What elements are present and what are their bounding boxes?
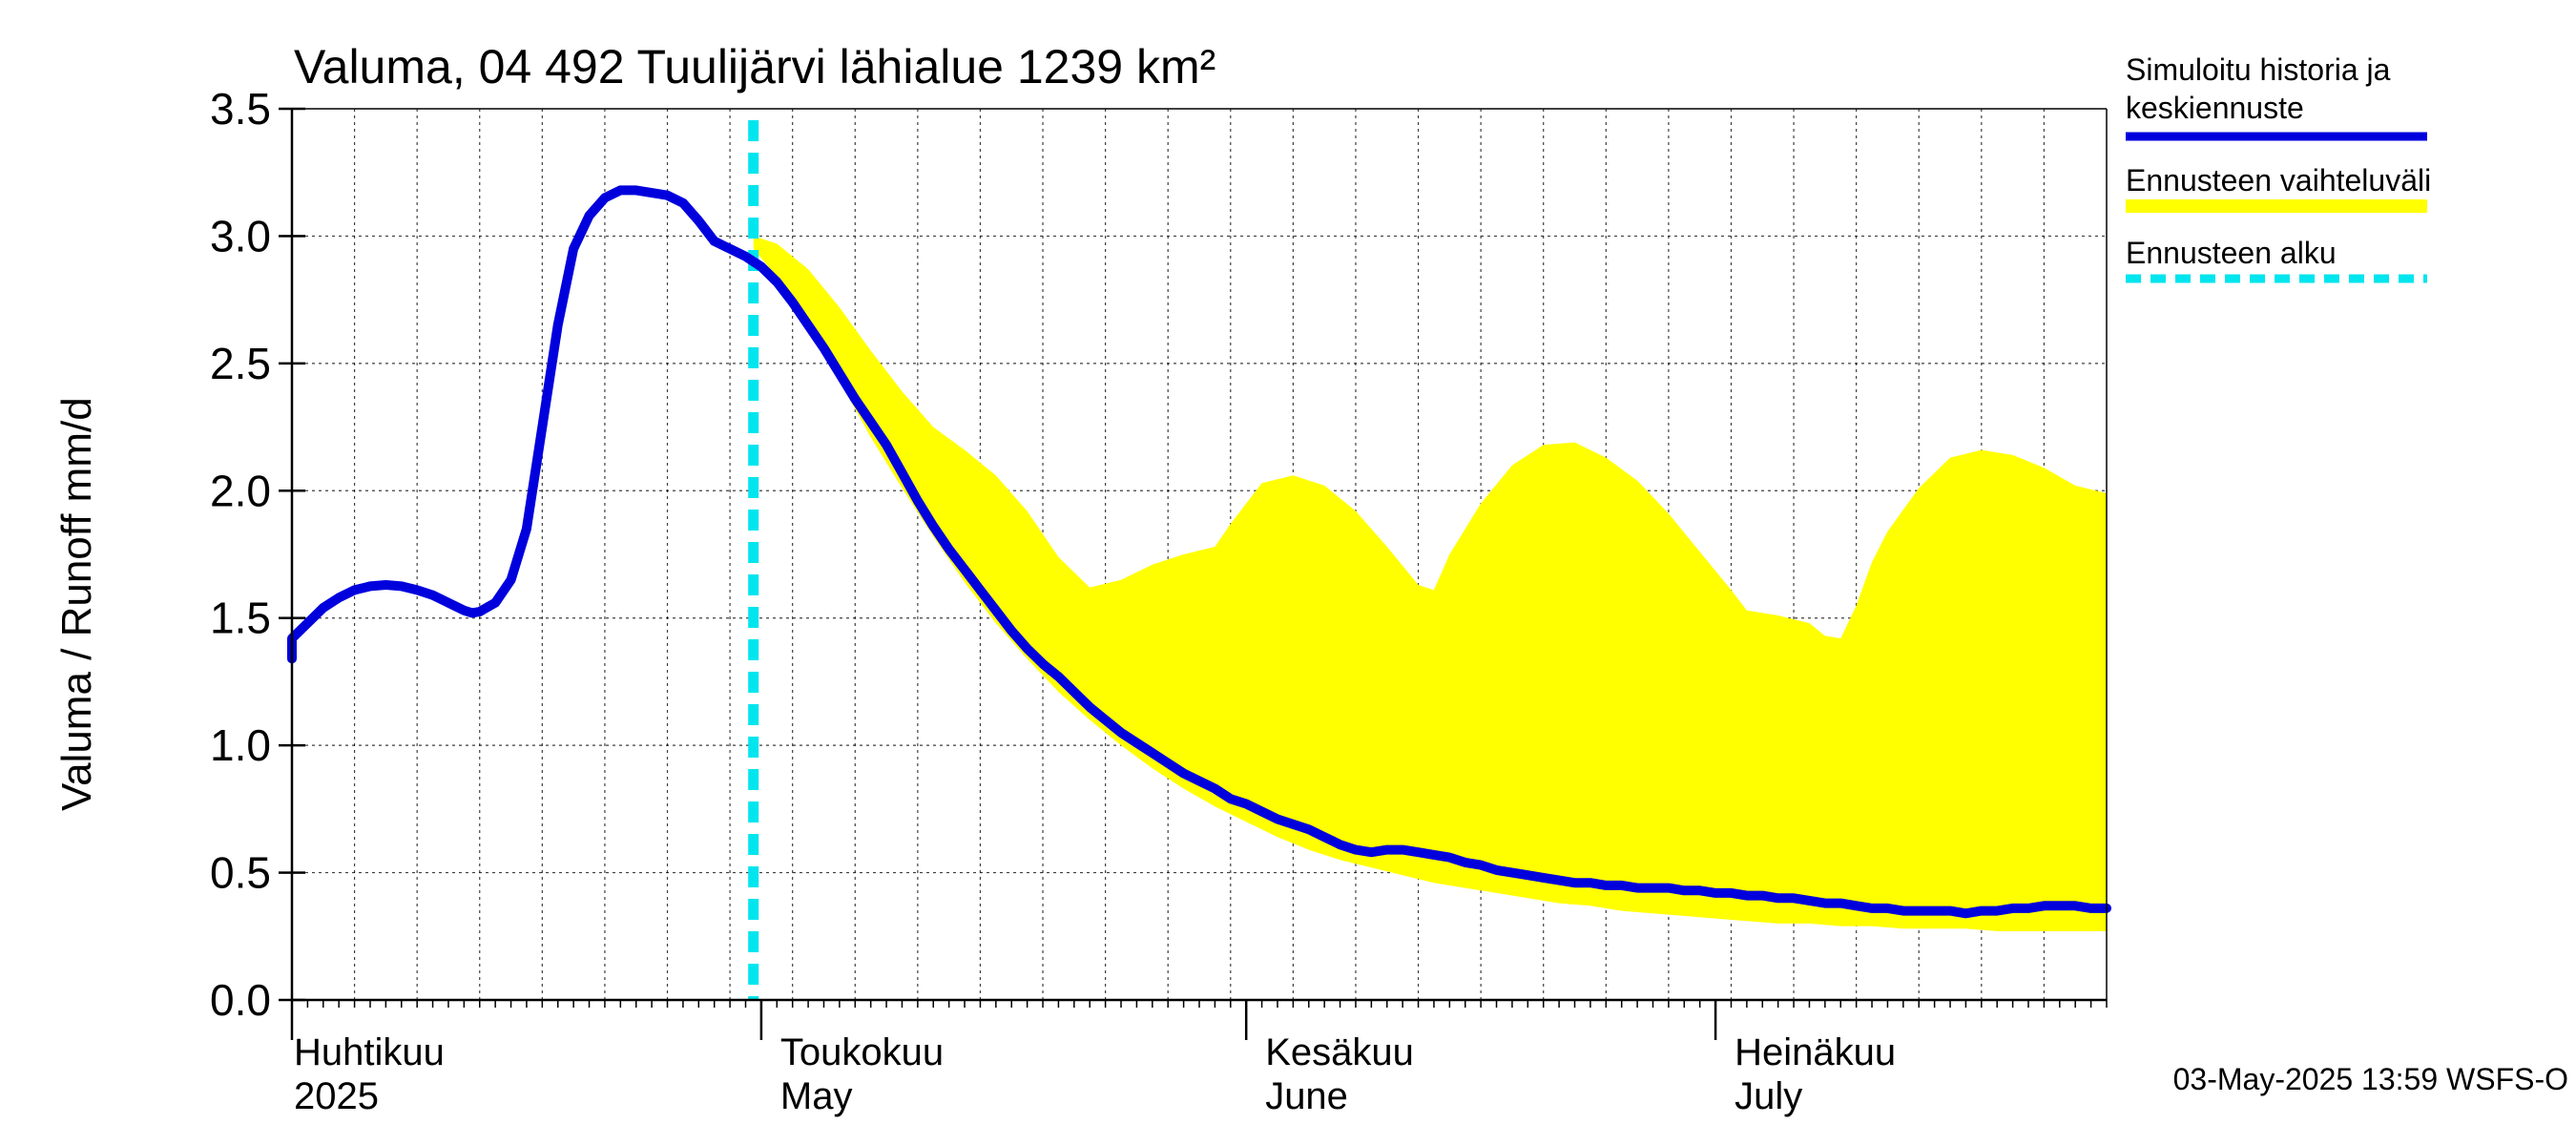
y-tick-label: 2.5 (210, 339, 271, 388)
x-month-label: Heinäkuu (1735, 1031, 1896, 1073)
y-axis-ticks: 0.0 0.5 1.0 1.5 2.0 2.5 3.0 3.5 (210, 84, 305, 1025)
x-month-sublabel: June (1265, 1075, 1348, 1117)
legend-label: Simuloitu historia ja (2126, 52, 2391, 87)
x-month-label: Toukokuu (780, 1031, 944, 1073)
y-axis-title: Valuma / Runoff mm/d (53, 397, 100, 811)
y-tick-label: 0.5 (210, 848, 271, 898)
y-tick-label: 0.0 (210, 975, 271, 1025)
y-tick-label: 2.0 (210, 466, 271, 515)
forecast-range-band (753, 236, 2108, 931)
legend-label: Ennusteen vaihteluväli (2126, 163, 2431, 198)
legend: Simuloitu historia ja keskiennuste Ennuste… (2126, 52, 2431, 283)
legend-label: Ennusteen alku (2126, 236, 2337, 270)
chart-title: Valuma, 04 492 Tuulijärvi lähialue 1239 … (294, 40, 1215, 94)
x-month-label: Kesäkuu (1265, 1031, 1414, 1073)
y-tick-label: 1.0 (210, 720, 271, 770)
history-median-line (287, 185, 2111, 919)
legend-label: keskiennuste (2126, 91, 2304, 125)
footer-timestamp: 03-May-2025 13:59 WSFS-O (2173, 1062, 2568, 1096)
y-tick-label: 1.5 (210, 593, 271, 643)
x-month-sublabel: 2025 (294, 1075, 379, 1117)
x-month-sublabel: May (780, 1075, 853, 1117)
y-tick-label: 3.0 (210, 211, 271, 260)
x-month-label: Huhtikuu (294, 1031, 445, 1073)
x-month-sublabel: July (1735, 1075, 1802, 1117)
y-tick-label: 3.5 (210, 84, 271, 134)
